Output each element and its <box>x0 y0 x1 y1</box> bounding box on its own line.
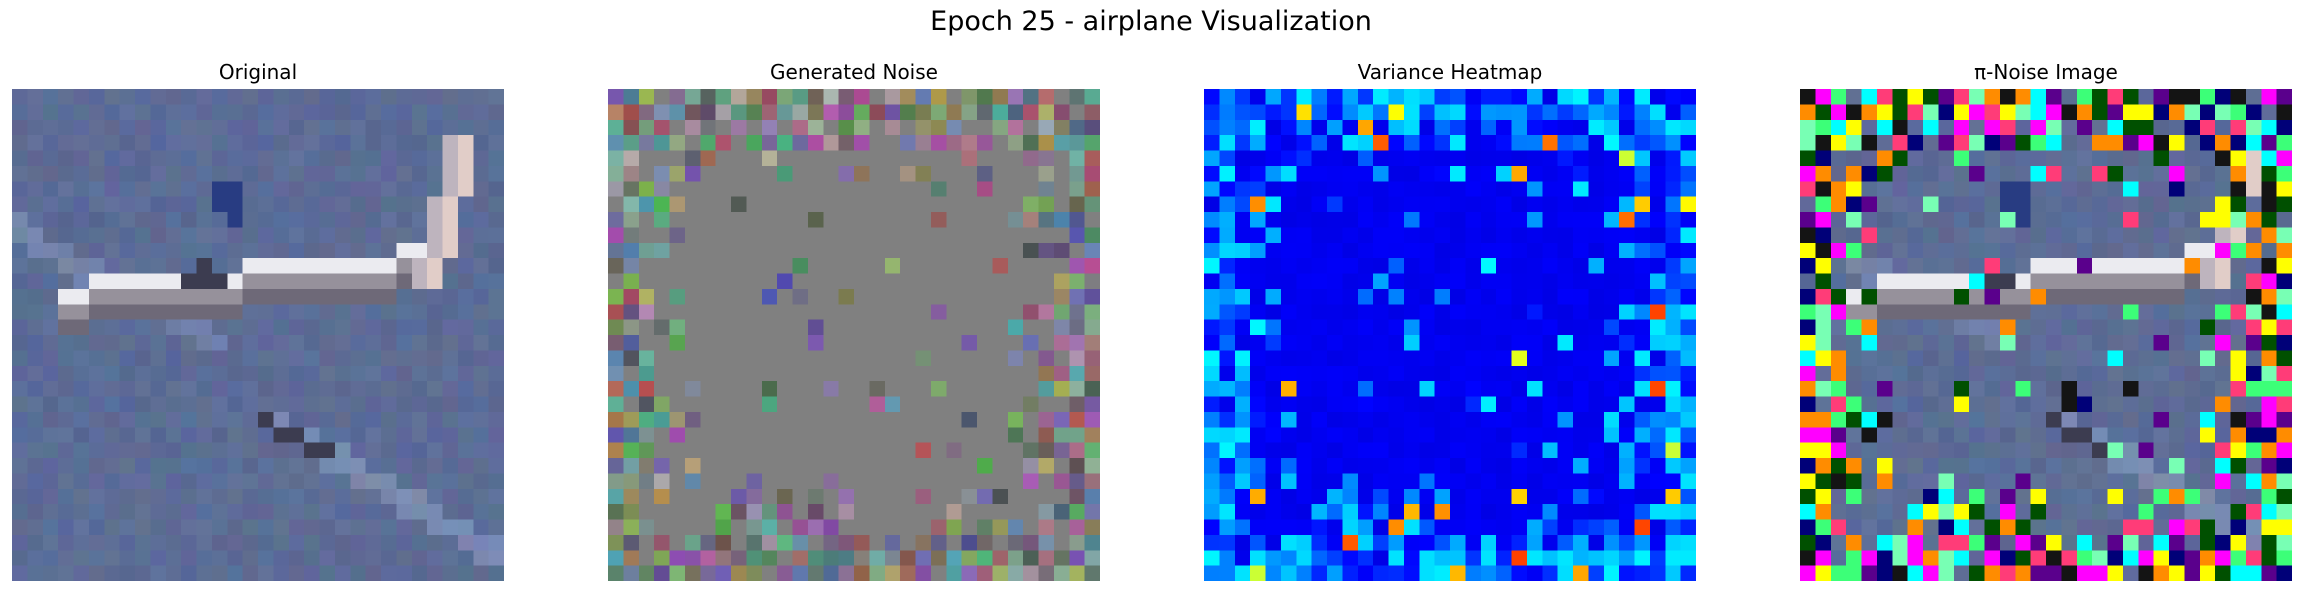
panel-title-variance-heatmap: Variance Heatmap <box>1357 60 1543 84</box>
panel-title-pi-noise-image: π-Noise Image <box>1974 60 2118 84</box>
pi-noise-image <box>1800 89 2292 581</box>
generated-noise-image <box>608 89 1100 581</box>
figure-title: Epoch 25 - airplane Visualization <box>930 6 1372 37</box>
variance-heatmap-image <box>1204 89 1696 581</box>
panel-title-original: Original <box>218 60 298 84</box>
original-image <box>12 89 504 581</box>
panel-title-generated-noise: Generated Noise <box>770 60 938 84</box>
